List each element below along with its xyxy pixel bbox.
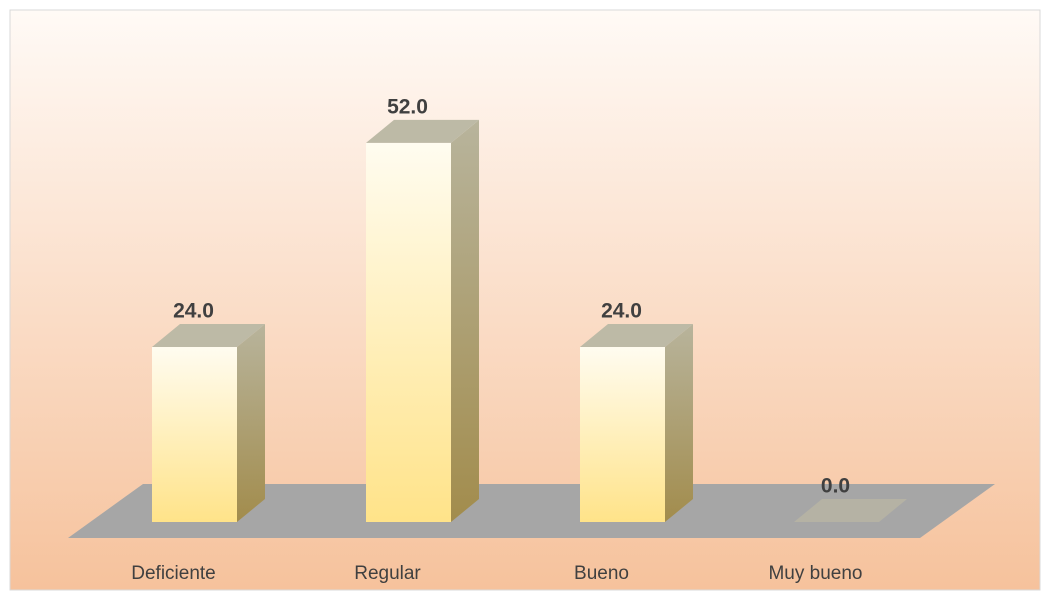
floor	[68, 484, 995, 538]
data-label: 0.0	[821, 475, 850, 498]
x-tick-label: Bueno	[574, 563, 629, 584]
bar-side	[451, 119, 479, 523]
bar-side	[237, 324, 265, 522]
bar-front	[152, 347, 237, 522]
bar-top	[366, 119, 479, 143]
bar	[366, 119, 479, 523]
bar	[794, 499, 907, 522]
data-label: 52.0	[387, 95, 428, 118]
bar-front	[580, 347, 665, 522]
bar-top	[794, 499, 907, 522]
data-label: 24.0	[173, 300, 214, 323]
bar	[152, 324, 265, 522]
x-tick-label: Muy bueno	[768, 563, 862, 584]
bar-top	[152, 324, 265, 348]
x-tick-label: Deficiente	[131, 563, 216, 584]
x-tick-label: Regular	[354, 563, 421, 584]
bar-side	[665, 324, 693, 522]
data-label: 24.0	[601, 300, 642, 323]
bar-front	[366, 142, 451, 523]
bar	[580, 324, 693, 522]
bar-top	[580, 324, 693, 348]
